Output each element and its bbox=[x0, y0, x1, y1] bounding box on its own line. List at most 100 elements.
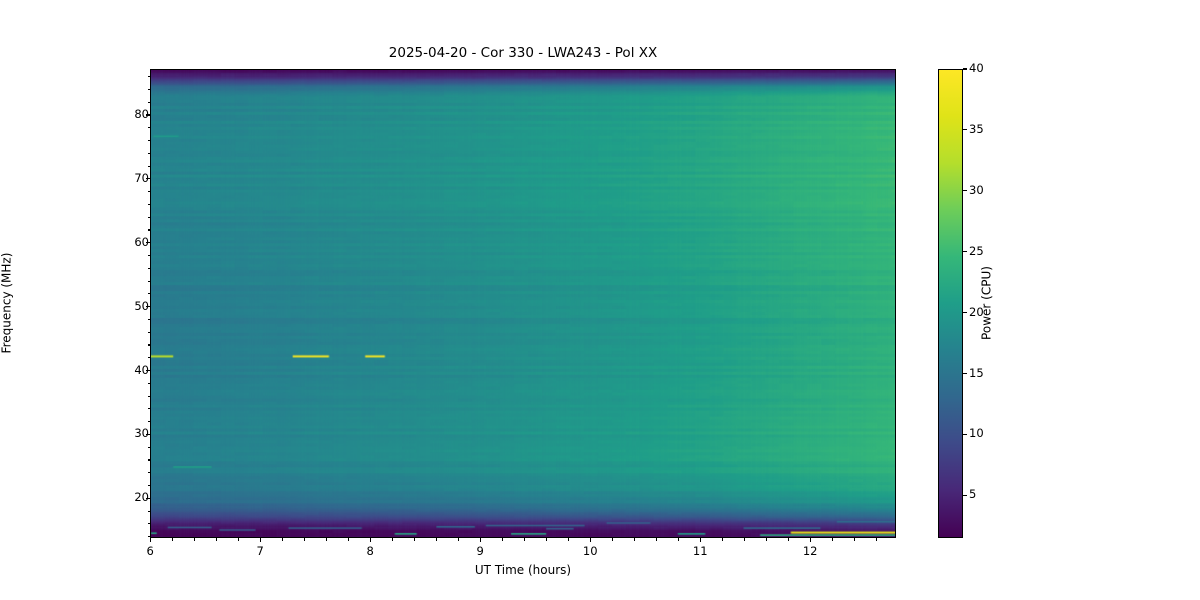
x-tick-label-10: 10 bbox=[582, 544, 598, 558]
x-minor-tick bbox=[281, 538, 283, 541]
y-minor-tick bbox=[147, 344, 150, 346]
x-minor-tick bbox=[875, 538, 877, 541]
x-tick-label-9: 9 bbox=[476, 544, 484, 558]
x-tick-label-8: 8 bbox=[366, 544, 374, 558]
y-minor-tick bbox=[147, 216, 150, 218]
x-tick-10 bbox=[589, 538, 591, 542]
y-minor-tick bbox=[147, 395, 150, 397]
colorbar bbox=[938, 69, 963, 538]
x-minor-tick bbox=[303, 538, 305, 541]
y-minor-tick bbox=[147, 152, 150, 154]
x-minor-tick bbox=[611, 538, 613, 541]
y-tick-50 bbox=[146, 306, 150, 308]
y-minor-tick bbox=[147, 255, 150, 257]
x-minor-tick bbox=[743, 538, 745, 541]
x-minor-tick bbox=[435, 538, 437, 541]
x-tick-label-6: 6 bbox=[146, 544, 154, 558]
x-minor-tick bbox=[457, 538, 459, 541]
y-minor-tick bbox=[147, 382, 150, 384]
y-minor-tick bbox=[147, 293, 150, 295]
x-minor-tick bbox=[765, 538, 767, 541]
y-minor-tick bbox=[147, 357, 150, 359]
y-minor-tick bbox=[147, 446, 150, 448]
x-minor-tick bbox=[391, 538, 393, 541]
page-title: 2025-04-20 - Cor 330 - LWA243 - Pol XX bbox=[388, 45, 658, 61]
x-tick-label-12: 12 bbox=[802, 544, 818, 558]
colorbar-tick-label-35: 35 bbox=[969, 121, 984, 136]
y-minor-tick bbox=[147, 203, 150, 205]
y-minor-tick bbox=[147, 165, 150, 167]
y-tick-label-20: 20 bbox=[134, 490, 149, 505]
x-tick-label-7: 7 bbox=[256, 544, 264, 558]
colorbar-label: Power (CPU) bbox=[979, 266, 994, 340]
x-minor-tick bbox=[831, 538, 833, 541]
x-minor-tick bbox=[633, 538, 635, 541]
y-minor-tick bbox=[147, 523, 150, 525]
x-minor-tick bbox=[787, 538, 789, 541]
x-minor-tick bbox=[501, 538, 503, 541]
x-minor-tick bbox=[193, 538, 195, 541]
x-minor-tick bbox=[325, 538, 327, 541]
y-tick-40 bbox=[146, 370, 150, 372]
x-tick-9 bbox=[479, 538, 481, 542]
x-tick-8 bbox=[369, 538, 371, 542]
y-minor-tick bbox=[147, 510, 150, 512]
x-minor-tick bbox=[347, 538, 349, 541]
y-minor-tick bbox=[147, 459, 150, 461]
y-minor-tick bbox=[147, 280, 150, 282]
y-tick-label-40: 40 bbox=[134, 362, 149, 377]
y-tick-30 bbox=[146, 433, 150, 436]
colorbar-tick-label-5: 5 bbox=[969, 487, 977, 502]
colorbar-tick-label-15: 15 bbox=[969, 365, 984, 380]
x-tick-12 bbox=[809, 538, 811, 542]
colorbar-tick-10 bbox=[963, 433, 967, 435]
x-tick-11 bbox=[699, 538, 701, 542]
colorbar-tick-15 bbox=[963, 372, 967, 375]
x-minor-tick bbox=[237, 538, 239, 541]
y-minor-tick bbox=[147, 318, 150, 321]
y-minor-tick bbox=[147, 408, 150, 410]
y-minor-tick bbox=[147, 101, 150, 103]
y-tick-label-30: 30 bbox=[134, 426, 149, 441]
colorbar-gradient bbox=[939, 70, 962, 537]
x-minor-tick bbox=[171, 538, 173, 541]
y-minor-tick bbox=[147, 140, 150, 142]
colorbar-tick-label-30: 30 bbox=[969, 182, 984, 197]
y-tick-20 bbox=[146, 497, 150, 499]
x-minor-tick bbox=[215, 538, 217, 541]
spectrogram-axes bbox=[150, 69, 896, 538]
y-minor-tick bbox=[147, 127, 150, 129]
x-minor-tick bbox=[545, 538, 547, 541]
x-tick-label-11: 11 bbox=[692, 544, 708, 558]
y-tick-80 bbox=[146, 114, 150, 116]
colorbar-tick-label-20: 20 bbox=[969, 304, 984, 319]
y-minor-tick bbox=[147, 421, 150, 423]
colorbar-tick-5 bbox=[963, 494, 967, 496]
colorbar-tick-20 bbox=[963, 312, 967, 314]
colorbar-tick-40 bbox=[963, 68, 967, 70]
x-minor-tick bbox=[413, 538, 415, 541]
y-tick-label-80: 80 bbox=[134, 107, 149, 121]
y-minor-tick bbox=[147, 191, 150, 193]
colorbar-tick-25 bbox=[963, 251, 967, 253]
y-minor-tick bbox=[147, 472, 150, 474]
x-minor-tick bbox=[567, 538, 569, 541]
y-minor-tick bbox=[147, 76, 150, 78]
y-minor-tick bbox=[147, 267, 150, 269]
x-tick-6 bbox=[149, 538, 151, 542]
colorbar-tick-label-25: 25 bbox=[969, 243, 984, 258]
colorbar-tick-label-10: 10 bbox=[969, 426, 984, 441]
spectrogram-heatmap bbox=[151, 70, 895, 537]
y-minor-tick bbox=[147, 331, 150, 333]
y-axis-label: Frequency (MHz) bbox=[0, 252, 14, 354]
colorbar-tick-30 bbox=[963, 190, 967, 192]
x-minor-tick bbox=[721, 538, 723, 541]
x-tick-7 bbox=[259, 538, 261, 542]
colorbar-tick-label-40: 40 bbox=[969, 61, 984, 75]
y-minor-tick bbox=[147, 485, 150, 487]
y-minor-tick bbox=[147, 88, 150, 90]
y-tick-label-50: 50 bbox=[134, 298, 149, 313]
x-minor-tick bbox=[677, 538, 679, 541]
x-minor-tick bbox=[523, 538, 525, 541]
